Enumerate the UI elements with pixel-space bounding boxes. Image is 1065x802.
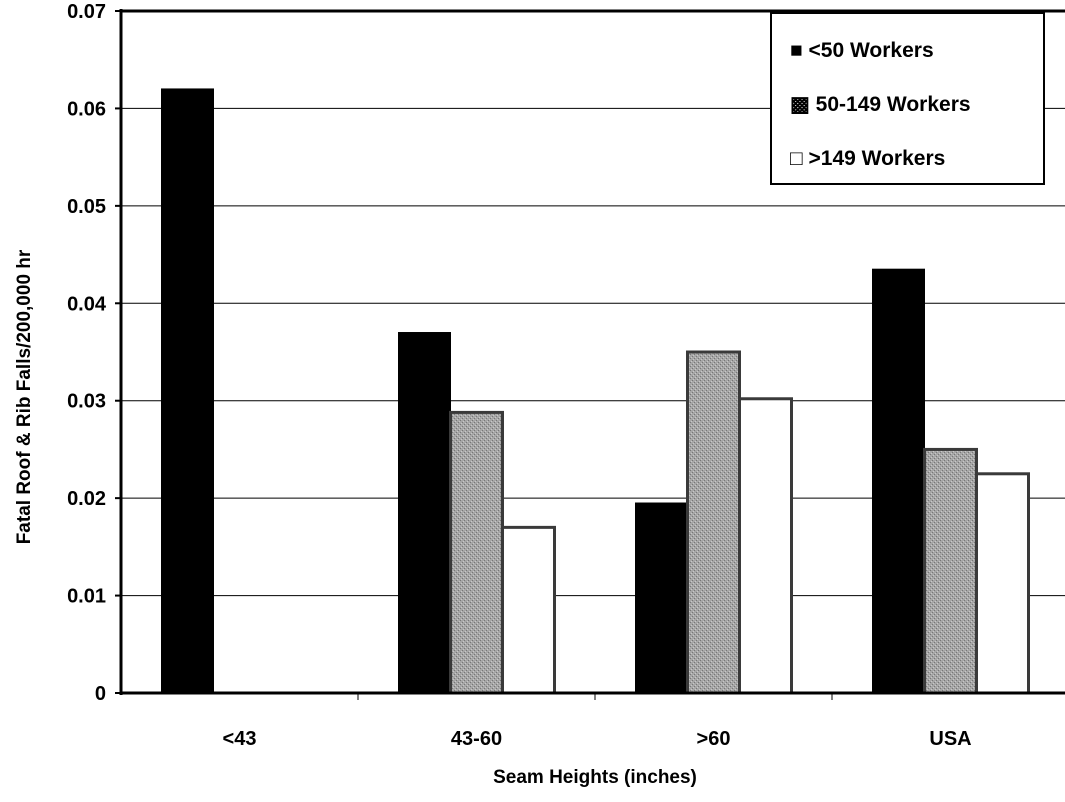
x-tick-label: USA bbox=[929, 728, 971, 750]
bar-gt149 bbox=[501, 525, 556, 695]
legend-item-gt149: □ >149 Workers bbox=[790, 147, 945, 170]
y-tick-label: 0.01 bbox=[67, 586, 106, 608]
x-tick-label: 43-60 bbox=[451, 728, 502, 750]
x-tick-label: <43 bbox=[223, 728, 257, 750]
x-tick-label: >60 bbox=[697, 728, 731, 750]
y-tick-label: 0.05 bbox=[67, 196, 106, 218]
bar-lt50 bbox=[635, 502, 688, 694]
bar-50-149 bbox=[686, 350, 741, 695]
axes bbox=[115, 9, 1065, 700]
x-axis-title: Seam Heights (inches) bbox=[493, 767, 697, 788]
legend: ■ <50 Workers ▩ 50-149 Workers □ >149 Wo… bbox=[770, 12, 1045, 185]
legend-box bbox=[770, 12, 1045, 185]
y-tick-label: 0.06 bbox=[67, 98, 106, 120]
y-tick-label: 0.02 bbox=[67, 488, 106, 510]
y-tick-label: 0.04 bbox=[67, 293, 107, 315]
bar-gt149 bbox=[975, 472, 1030, 695]
bar-gt149 bbox=[738, 397, 793, 695]
bar-lt50 bbox=[161, 88, 214, 694]
y-tick-labels: 0 0.01 0.02 0.03 0.04 0.05 0.06 0.07 bbox=[67, 1, 107, 705]
y-tick-label: 0.07 bbox=[67, 1, 106, 23]
y-tick-label: 0.03 bbox=[67, 391, 106, 413]
bars-group bbox=[161, 88, 1030, 695]
bar-50-149 bbox=[923, 447, 978, 695]
bar-50-149 bbox=[449, 410, 504, 695]
bar-lt50 bbox=[872, 268, 925, 694]
legend-item-50-149: ▩ 50-149 Workers bbox=[790, 93, 971, 116]
legend-item-lt50: ■ <50 Workers bbox=[790, 39, 934, 62]
y-tick-label: 0 bbox=[95, 683, 106, 705]
x-tick-labels: <43 43-60 >60 USA bbox=[223, 728, 972, 750]
bar-lt50 bbox=[398, 332, 451, 694]
y-axis-title: Fatal Roof & Rib Falls/200,000 hr bbox=[14, 249, 35, 544]
